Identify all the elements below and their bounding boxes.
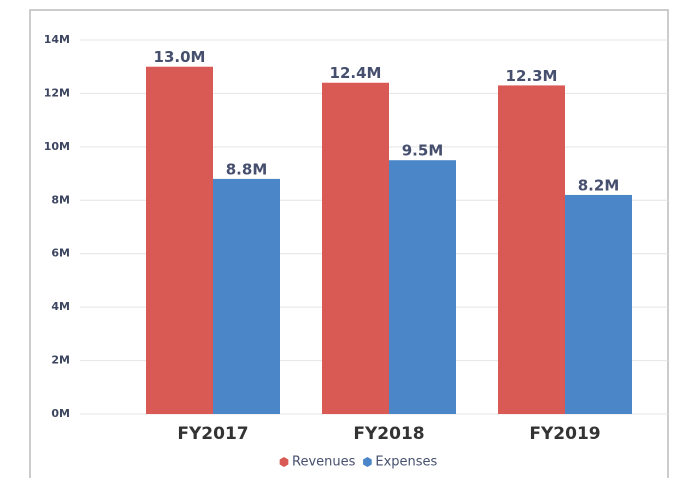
y-tick-label: 0M: [51, 407, 70, 420]
bar: [146, 66, 213, 414]
y-tick-label: 14M: [44, 33, 70, 46]
value-label: 9.5M: [402, 142, 444, 160]
bar: [213, 178, 280, 414]
value-label: 8.2M: [578, 176, 620, 194]
value-label: 13.0M: [154, 48, 206, 66]
y-tick-label: 8M: [51, 193, 70, 206]
frame: [29, 9, 669, 478]
y-tick-label: 6M: [51, 247, 70, 260]
value-label: 12.4M: [330, 64, 382, 82]
legend-label: Revenues: [292, 455, 356, 470]
x-tick-label: FY2019: [529, 424, 600, 444]
bar: [498, 85, 565, 415]
legend-label: Expenses: [375, 455, 437, 470]
y-tick-label: 4M: [51, 300, 70, 313]
bar: [389, 160, 456, 414]
x-tick-label: FY2017: [177, 424, 248, 444]
bar: [565, 194, 632, 414]
legend-marker: [279, 457, 289, 467]
x-tick-label: FY2018: [353, 424, 424, 444]
value-label: 8.8M: [226, 160, 268, 178]
y-tick-label: 2M: [51, 354, 70, 367]
y-tick-label: 10M: [44, 140, 70, 153]
value-label: 12.3M: [506, 67, 558, 85]
legend-marker: [363, 457, 372, 467]
y-tick-label: 12M: [44, 86, 70, 99]
bar: [322, 82, 389, 414]
